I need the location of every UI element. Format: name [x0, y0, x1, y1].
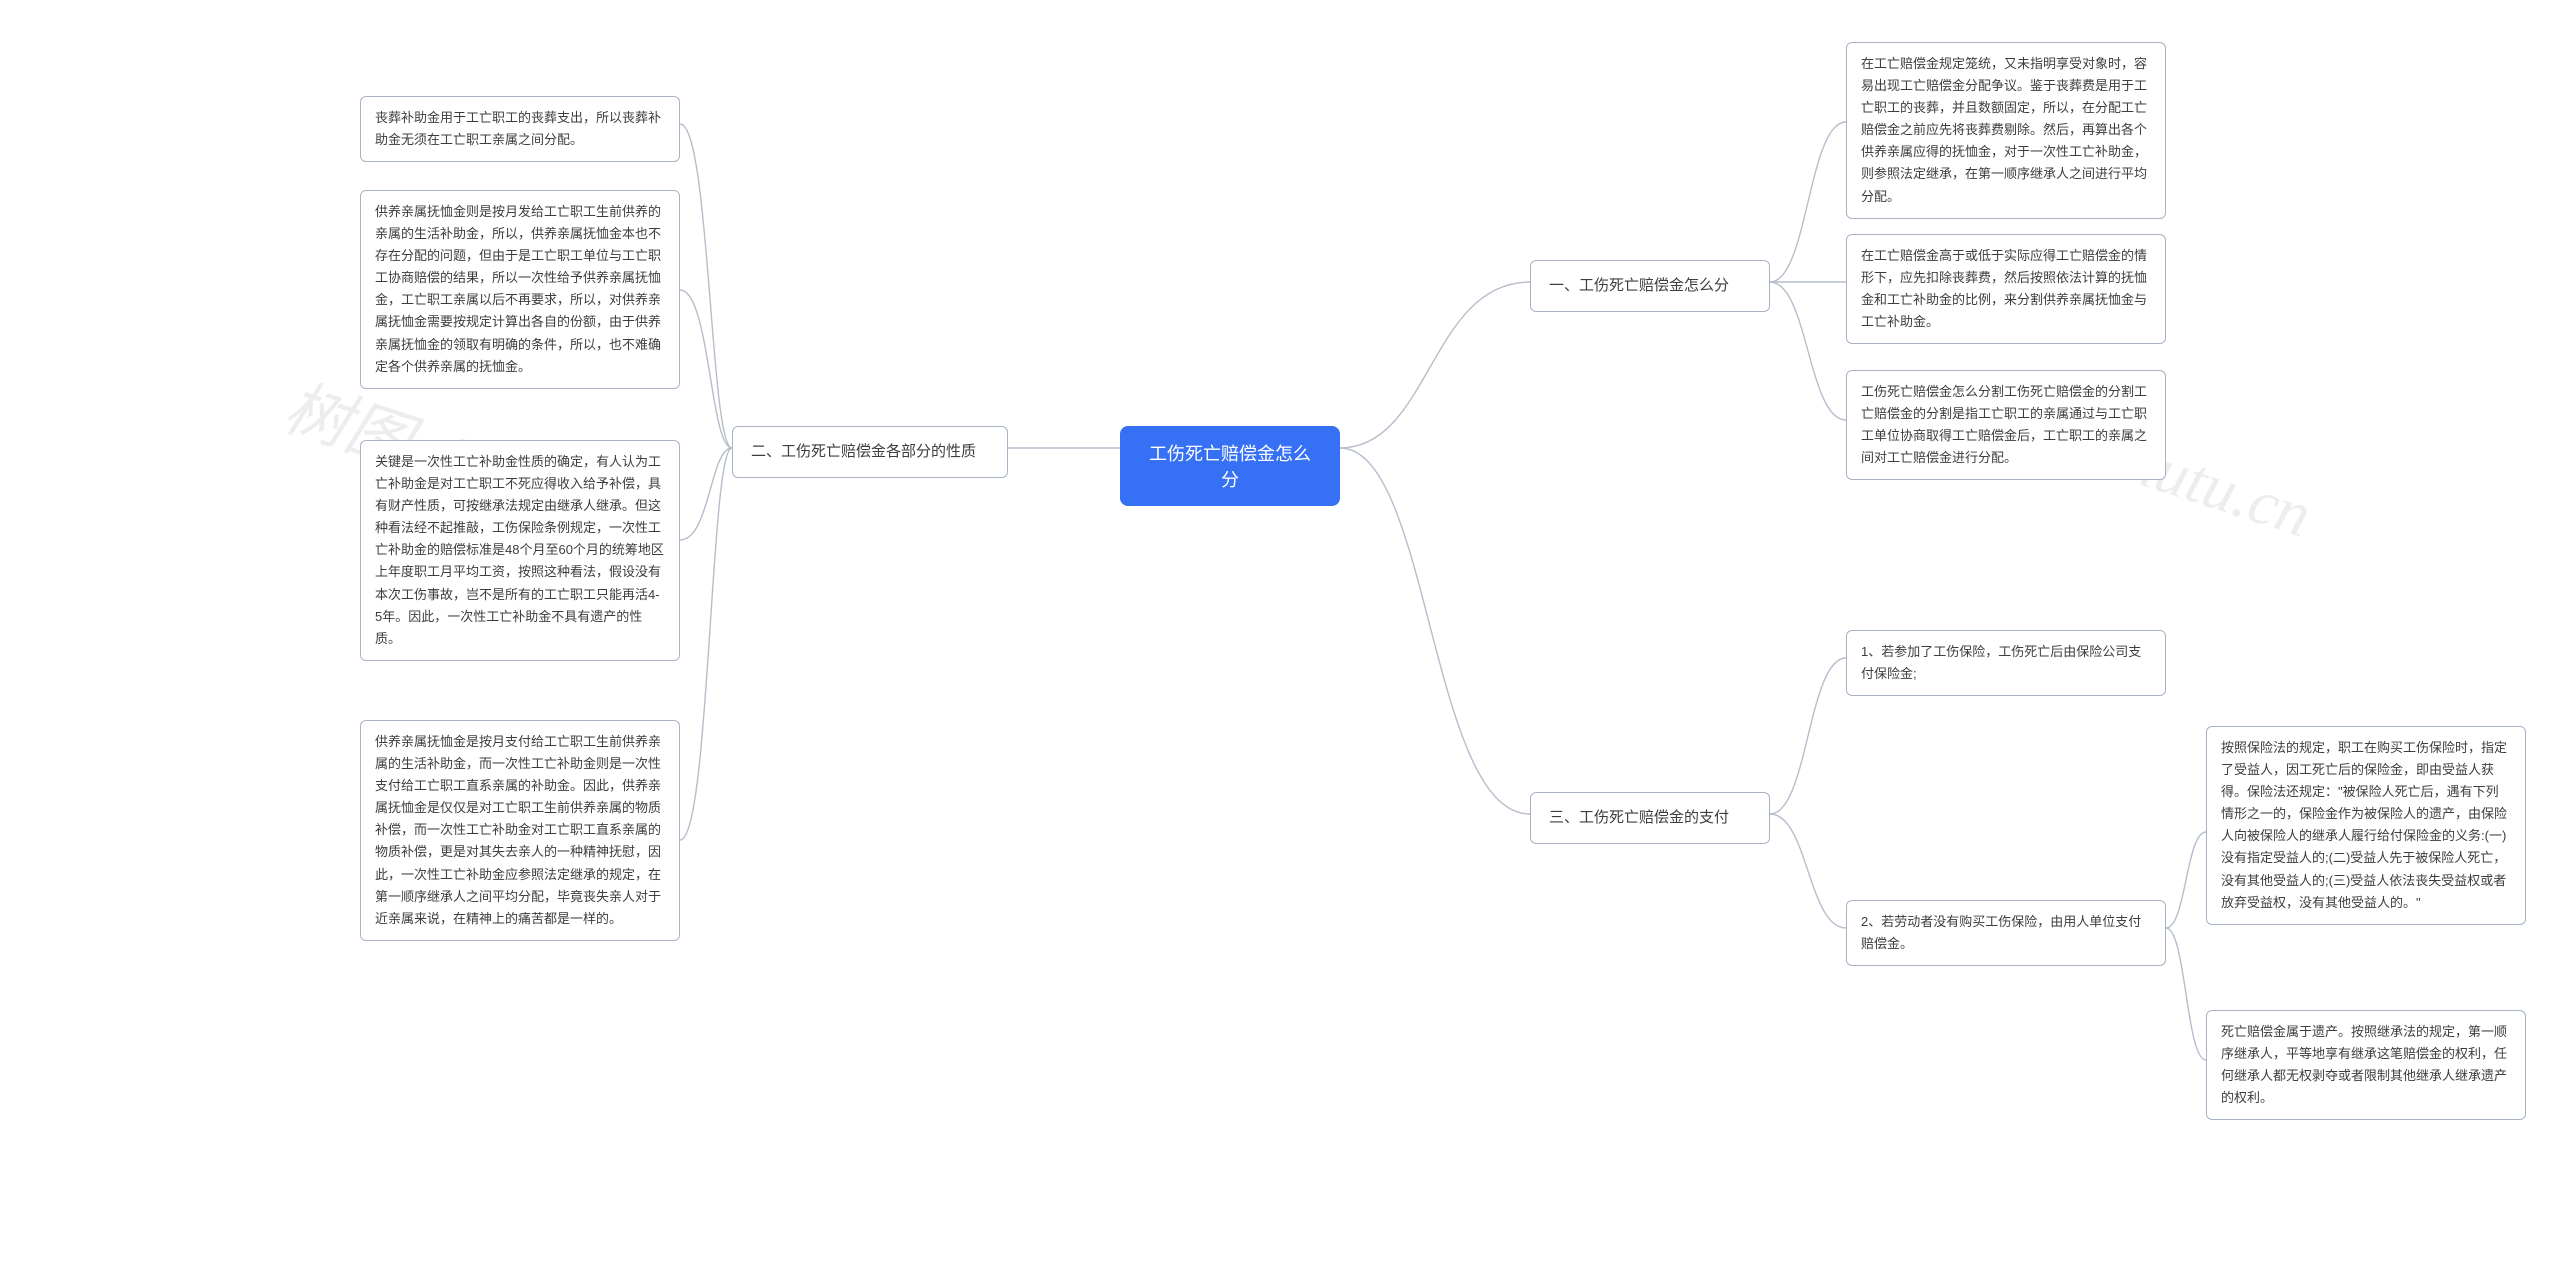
leaf-b2-4: 供养亲属抚恤金是按月支付给工亡职工生前供养亲属的生活补助金，而一次性工亡补助金则… — [360, 720, 680, 941]
branch-3[interactable]: 三、工伤死亡赔偿金的支付 — [1530, 792, 1770, 844]
leaf-b1-3: 工伤死亡赔偿金怎么分割工伤死亡赔偿金的分割工亡赔偿金的分割是指工亡职工的亲属通过… — [1846, 370, 2166, 480]
leaf-b2-2: 供养亲属抚恤金则是按月发给工亡职工生前供养的亲属的生活补助金，所以，供养亲属抚恤… — [360, 190, 680, 389]
leaf-b3-1: 1、若参加了工伤保险，工伤死亡后由保险公司支付保险金; — [1846, 630, 2166, 696]
leaf-b2-1: 丧葬补助金用于工亡职工的丧葬支出，所以丧葬补助金无须在工亡职工亲属之间分配。 — [360, 96, 680, 162]
branch-2[interactable]: 二、工伤死亡赔偿金各部分的性质 — [732, 426, 1008, 478]
root-node[interactable]: 工伤死亡赔偿金怎么分 — [1120, 426, 1340, 506]
leaf-b2-3: 关键是一次性工亡补助金性质的确定，有人认为工亡补助金是对工亡职工不死应得收入给予… — [360, 440, 680, 661]
leaf-b1-1: 在工亡赔偿金规定笼统，又未指明享受对象时，容易出现工亡赔偿金分配争议。鉴于丧葬费… — [1846, 42, 2166, 219]
leaf-b3-2a: 按照保险法的规定，职工在购买工伤保险时，指定了受益人，因工死亡后的保险金，即由受… — [2206, 726, 2526, 925]
leaf-b1-2: 在工亡赔偿金高于或低于实际应得工亡赔偿金的情形下，应先扣除丧葬费，然后按照依法计… — [1846, 234, 2166, 344]
branch-1[interactable]: 一、工伤死亡赔偿金怎么分 — [1530, 260, 1770, 312]
leaf-b3-2b: 死亡赔偿金属于遗产。按照继承法的规定，第一顺序继承人，平等地享有继承这笔赔偿金的… — [2206, 1010, 2526, 1120]
leaf-b3-2: 2、若劳动者没有购买工伤保险，由用人单位支付赔偿金。 — [1846, 900, 2166, 966]
